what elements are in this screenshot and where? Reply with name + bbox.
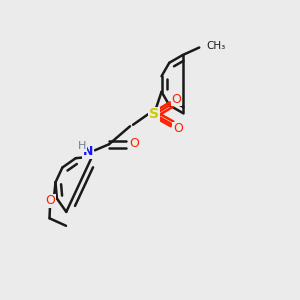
- Text: O: O: [173, 122, 183, 135]
- Text: N: N: [83, 145, 93, 158]
- Text: S: S: [149, 107, 159, 121]
- Text: H: H: [78, 141, 86, 152]
- Text: CH₃: CH₃: [207, 41, 226, 51]
- Text: O: O: [45, 194, 55, 207]
- Text: O: O: [129, 137, 139, 150]
- Text: O: O: [172, 93, 182, 106]
